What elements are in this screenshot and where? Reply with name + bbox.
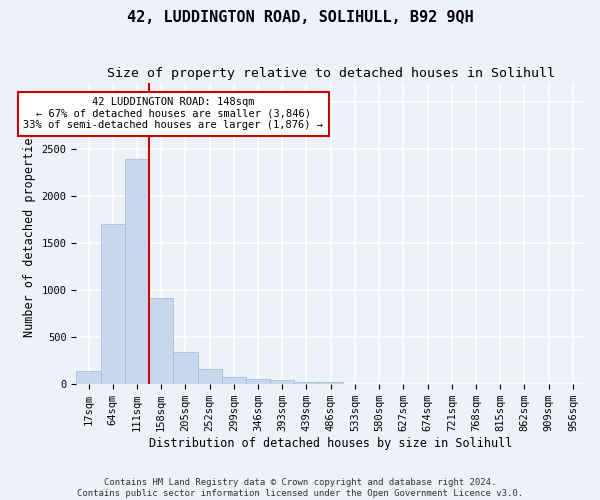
Bar [270,380,295,384]
Bar [197,369,222,384]
Text: Contains HM Land Registry data © Crown copyright and database right 2024.
Contai: Contains HM Land Registry data © Crown c… [77,478,523,498]
X-axis label: Distribution of detached houses by size in Solihull: Distribution of detached houses by size … [149,437,512,450]
Y-axis label: Number of detached properties: Number of detached properties [23,130,36,337]
Bar [76,371,101,384]
Bar [319,382,343,384]
Bar [222,376,246,384]
Bar [246,379,270,384]
Title: Size of property relative to detached houses in Solihull: Size of property relative to detached ho… [107,68,555,80]
Bar [173,352,197,384]
Text: 42, LUDDINGTON ROAD, SOLIHULL, B92 9QH: 42, LUDDINGTON ROAD, SOLIHULL, B92 9QH [127,10,473,25]
Bar [101,224,125,384]
Bar [125,160,149,384]
Bar [295,382,319,384]
Text: 42 LUDDINGTON ROAD: 148sqm
← 67% of detached houses are smaller (3,846)
33% of s: 42 LUDDINGTON ROAD: 148sqm ← 67% of deta… [23,97,323,130]
Bar [149,298,173,384]
